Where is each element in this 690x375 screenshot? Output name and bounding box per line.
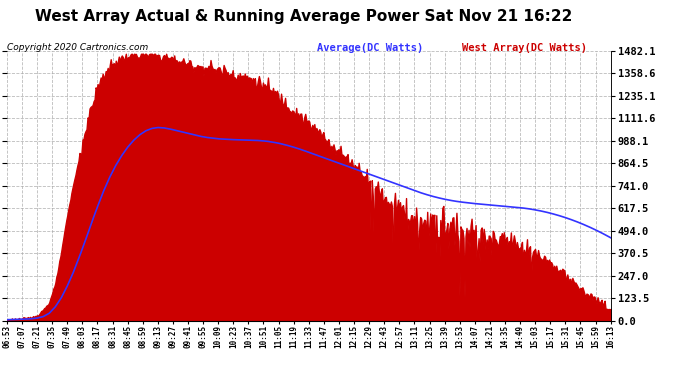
Text: West Array(DC Watts): West Array(DC Watts): [462, 43, 587, 53]
Text: West Array Actual & Running Average Power Sat Nov 21 16:22: West Array Actual & Running Average Powe…: [35, 9, 572, 24]
Text: Average(DC Watts): Average(DC Watts): [317, 43, 424, 53]
Text: Copyright 2020 Cartronics.com: Copyright 2020 Cartronics.com: [7, 43, 148, 52]
